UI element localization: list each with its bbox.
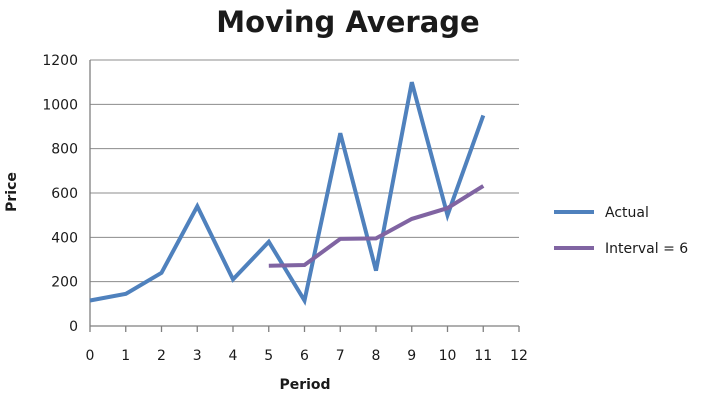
x-tick-label: 11 [474,348,492,364]
y-tick-label: 800 [51,142,78,158]
y-tick-label: 400 [51,230,78,246]
x-tick-label: 5 [264,348,273,364]
x-tick-label: 8 [372,348,381,364]
y-tick-label: 600 [51,186,78,202]
legend: Actual Interval = 6 [554,205,688,257]
y-tick-label: 1000 [42,97,78,113]
x-tick-label: 7 [336,348,345,364]
series-line-actual [90,82,483,300]
x-tick-label: 4 [229,348,238,364]
x-tick-label: 2 [157,348,166,364]
x-tick-label: 1 [121,348,130,364]
chart-title: Moving Average [216,5,479,39]
x-tick-label: 9 [407,348,416,364]
x-tick-label: 0 [86,348,95,364]
series-line-interval-6 [269,186,484,266]
x-tick-label: 10 [439,348,457,364]
legend-label-interval-6: Interval = 6 [605,241,688,257]
grid-lines [90,60,519,282]
y-tick-label: 1200 [42,53,78,69]
y-axis-label: Price [4,172,20,212]
x-tick-label: 3 [193,348,202,364]
x-tick-label: 6 [300,348,309,364]
x-tick-label: 12 [510,348,528,364]
y-tick-label: 0 [69,319,78,335]
y-tick-label: 200 [51,275,78,291]
legend-label-actual: Actual [605,205,649,221]
data-series [90,82,483,300]
x-axis-label: Period [279,377,330,393]
